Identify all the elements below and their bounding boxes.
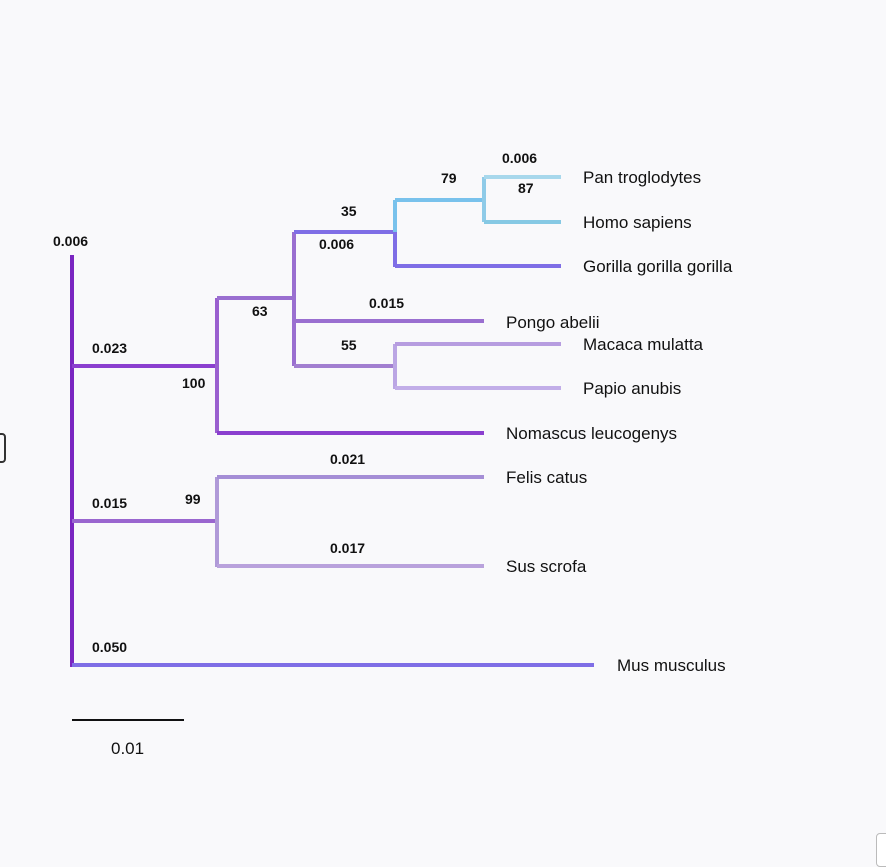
branch-length-root: 0.006 xyxy=(53,233,88,249)
scale-bar-label: 0.01 xyxy=(111,739,144,758)
bootstrap-laurasiatheria: 99 xyxy=(185,491,201,507)
bootstrap-pan-homo: 79 xyxy=(441,170,457,186)
taxon-label-pongo-abelii: Pongo abelii xyxy=(506,313,600,332)
branch-length-pongo: 0.015 xyxy=(369,295,404,311)
bootstrap-pan-homo-inner: 87 xyxy=(518,180,534,196)
taxon-label-felis-catus: Felis catus xyxy=(506,468,587,487)
branch-length-primates: 0.023 xyxy=(92,340,127,356)
bootstrap-hominidae: 63 xyxy=(252,303,268,319)
branch-length-felis: 0.021 xyxy=(330,451,365,467)
bootstrap-papionini: 55 xyxy=(341,337,357,353)
bootstrap-homininae: 35 xyxy=(341,203,357,219)
taxon-label-gorilla: Gorilla gorilla gorilla xyxy=(583,257,733,276)
branch-length-homininae: 0.006 xyxy=(319,236,354,252)
corner-widget[interactable] xyxy=(876,833,886,867)
taxon-label-pan-troglodytes: Pan troglodytes xyxy=(583,168,701,187)
taxon-label-papio-anubis: Papio anubis xyxy=(583,379,681,398)
taxon-label-macaca-mulatta: Macaca mulatta xyxy=(583,335,704,354)
branch-length-hominini-tip: 0.006 xyxy=(502,150,537,166)
bootstrap-catarrhini: 100 xyxy=(182,375,206,391)
branch-length-mus: 0.050 xyxy=(92,639,127,655)
branch-length-laurasiatheria: 0.015 xyxy=(92,495,127,511)
taxon-label-mus-musculus: Mus musculus xyxy=(617,656,726,675)
side-panel-handle[interactable] xyxy=(0,433,6,463)
taxon-label-sus-scrofa: Sus scrofa xyxy=(506,557,587,576)
taxon-label-nomascus-leucogenys: Nomascus leucogenys xyxy=(506,424,677,443)
branch-length-sus: 0.017 xyxy=(330,540,365,556)
taxon-label-homo-sapiens: Homo sapiens xyxy=(583,213,692,232)
